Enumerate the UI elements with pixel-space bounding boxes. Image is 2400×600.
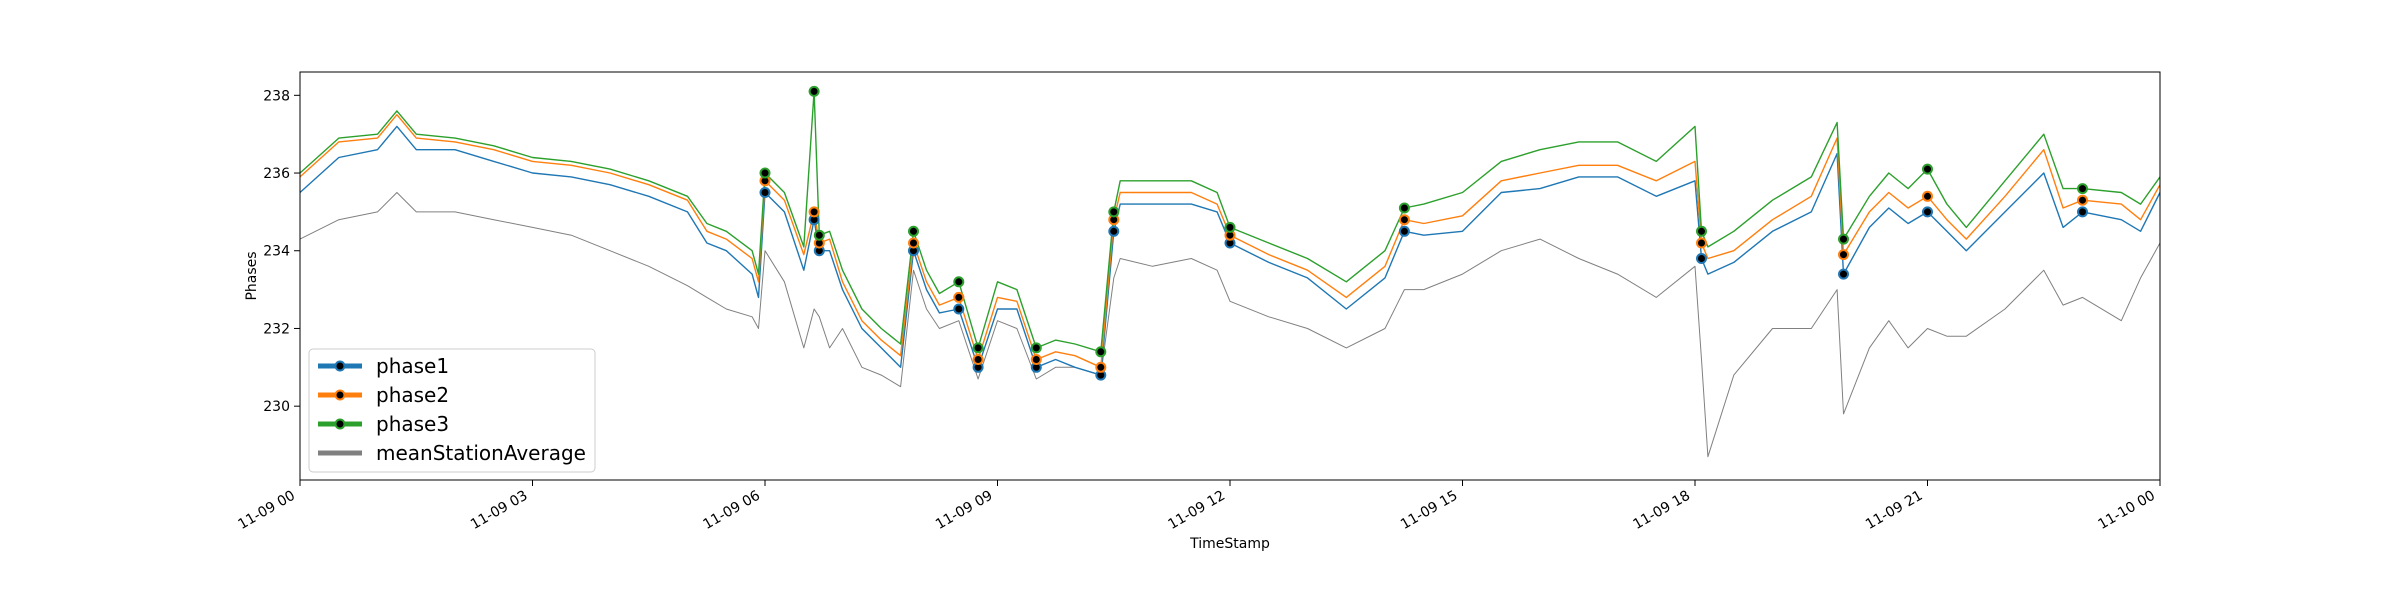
data-point-phase2 (808, 206, 820, 218)
data-point-phase3 (1108, 206, 1120, 218)
data-point-phase1 (1696, 253, 1707, 264)
series-line-meanStationAverage (299, 192, 2161, 458)
data-point-phase2 (953, 291, 965, 303)
y-axis-title: Phases (244, 251, 260, 300)
series-line-phase2 (299, 113, 2161, 368)
data-point-phase2 (1030, 354, 1042, 365)
y-tick-label: 238 (263, 88, 290, 104)
y-tick-label: 234 (263, 244, 290, 260)
data-point-phase2 (1095, 361, 1107, 373)
legend-label-phase2: phase2 (376, 383, 449, 407)
legend-marker-phase2 (334, 389, 346, 401)
legend-label-phase1: phase1 (376, 354, 449, 378)
data-point-phase3 (972, 342, 984, 354)
marker-layer (759, 85, 2088, 381)
y-tick-label: 232 (263, 321, 290, 337)
legend-marker-phase1 (334, 360, 346, 372)
data-point-phase3 (808, 85, 820, 97)
data-point-phase3 (1095, 346, 1107, 358)
data-point-phase3 (953, 276, 965, 288)
data-point-phase2 (1838, 249, 1849, 261)
data-point-phase3 (1398, 202, 1410, 214)
legend: phase1 phase2 phase3 meanStationAverage (308, 348, 596, 473)
data-point-phase1 (953, 303, 965, 315)
data-point-phase2 (2077, 194, 2088, 206)
data-point-phase3 (2077, 183, 2088, 195)
data-point-phase1 (1398, 225, 1410, 237)
data-point-phase3 (908, 225, 919, 237)
data-point-phase3 (1224, 221, 1236, 233)
data-point-phase2 (1398, 214, 1410, 226)
series-layer (299, 90, 2161, 458)
data-point-phase3 (1838, 233, 1849, 245)
data-point-phase2 (908, 237, 919, 249)
data-point-phase1 (759, 187, 771, 198)
data-point-phase3 (1922, 163, 1933, 175)
data-point-phase2 (972, 354, 984, 365)
data-point-phase1 (2077, 206, 2088, 218)
legend-label-phase3: phase3 (376, 412, 449, 436)
data-point-phase2 (1696, 237, 1707, 249)
data-point-phase1 (1922, 206, 1933, 218)
data-point-phase1 (1108, 225, 1120, 237)
x-axis-title: TimeStamp (1189, 536, 1270, 552)
y-tick-label: 236 (263, 166, 290, 182)
data-point-phase3 (1696, 225, 1707, 237)
legend-label-meanStationAverage: meanStationAverage (376, 441, 586, 465)
data-point-phase1 (1838, 268, 1849, 280)
legend-marker-phase3 (334, 418, 346, 430)
legend-box (308, 348, 596, 473)
series-line-phase3 (299, 90, 2161, 353)
plot-area (300, 72, 2160, 480)
data-point-phase3 (813, 229, 825, 241)
y-tick-label: 230 (263, 399, 290, 415)
data-point-phase3 (1030, 342, 1042, 354)
data-point-phase2 (1922, 190, 1933, 202)
y-axis: 230 232 234 236 238 (263, 88, 300, 415)
data-point-phase3 (759, 167, 771, 179)
